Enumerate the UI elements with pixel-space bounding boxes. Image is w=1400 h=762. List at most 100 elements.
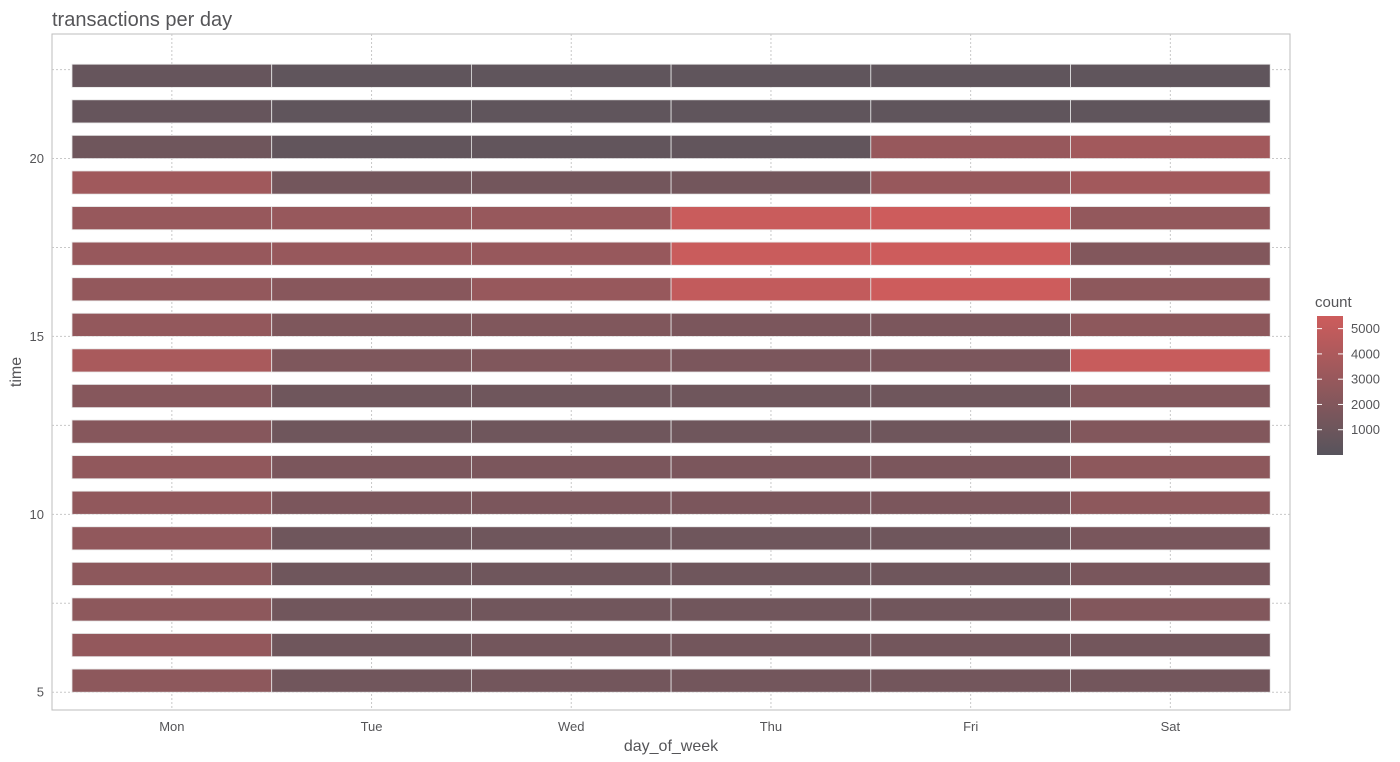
heatmap-tile xyxy=(470,348,672,373)
heatmap-tile xyxy=(470,312,672,337)
heatmap-tile xyxy=(71,134,273,159)
heatmap-tile xyxy=(1070,348,1271,373)
x-axis-ticks: Mon Tue Wed Thu Fri Sat xyxy=(159,719,1180,734)
heatmap-tile xyxy=(271,206,472,231)
heatmap-tile xyxy=(271,312,472,337)
heatmap-tile xyxy=(71,277,273,302)
x-tick-label: Thu xyxy=(760,719,782,734)
heatmap-tile xyxy=(71,99,273,124)
x-tick-label: Wed xyxy=(558,719,585,734)
heatmap-tile xyxy=(470,455,672,480)
heatmap-tile xyxy=(670,419,872,444)
heatmap-tile xyxy=(71,312,273,337)
heatmap-tile xyxy=(670,63,872,88)
heatmap-tile xyxy=(1070,277,1271,302)
heatmap-tile xyxy=(670,348,872,373)
heatmap-tile xyxy=(1070,170,1271,195)
heatmap-tile xyxy=(670,597,872,622)
heatmap-tiles xyxy=(71,63,1271,693)
heatmap-tile xyxy=(71,668,273,693)
heatmap-tile xyxy=(1070,134,1271,159)
heatmap-tile xyxy=(870,597,1071,622)
heatmap-tile xyxy=(1070,490,1271,515)
heatmap-tile xyxy=(271,455,472,480)
legend-colorbar xyxy=(1317,316,1343,455)
heatmap-tile xyxy=(870,277,1071,302)
heatmap-tile xyxy=(870,384,1071,408)
heatmap-tile xyxy=(470,668,672,693)
heatmap-tile xyxy=(470,63,672,88)
heatmap-tile xyxy=(271,384,472,408)
heatmap-tile xyxy=(870,134,1071,159)
heatmap-tile xyxy=(670,384,872,408)
heatmap-tile xyxy=(870,633,1071,658)
heatmap-tile xyxy=(1070,99,1271,124)
heatmap-tile xyxy=(1070,312,1271,337)
heatmap-tile xyxy=(470,384,672,408)
heatmap-tile xyxy=(71,63,273,88)
legend-tick-label: 5000 xyxy=(1351,321,1380,336)
legend-title: count xyxy=(1315,294,1353,311)
chart-title: transactions per day xyxy=(52,9,232,31)
heatmap-tile xyxy=(271,633,472,658)
y-axis-title: time xyxy=(8,357,25,387)
legend-tick-label: 4000 xyxy=(1351,346,1380,361)
heatmap-tile xyxy=(870,206,1071,231)
heatmap-tile xyxy=(670,668,872,693)
heatmap-tile xyxy=(870,455,1071,480)
heatmap-tile xyxy=(670,241,872,266)
heatmap-tile xyxy=(271,134,472,159)
heatmap-tile xyxy=(470,206,672,231)
heatmap-tile xyxy=(271,561,472,586)
heatmap-tile xyxy=(670,277,872,302)
heatmap-tile xyxy=(870,561,1071,586)
heatmap-tile xyxy=(271,170,472,195)
y-tick-label: 5 xyxy=(37,685,44,700)
heatmap-tile xyxy=(670,312,872,337)
heatmap-tile xyxy=(1070,597,1271,622)
heatmap-tile xyxy=(1070,455,1271,480)
heatmap-tile xyxy=(271,597,472,622)
heatmap-tile xyxy=(71,633,273,658)
heatmap-tile xyxy=(470,526,672,551)
heatmap-tile xyxy=(271,277,472,302)
heatmap-tile xyxy=(470,99,672,124)
heatmap-tile xyxy=(71,455,273,480)
heatmap-tile xyxy=(470,633,672,658)
legend-tick-label: 2000 xyxy=(1351,397,1380,412)
heatmap-tile xyxy=(670,490,872,515)
heatmap-tile xyxy=(870,668,1071,693)
heatmap-tile xyxy=(271,241,472,266)
x-tick-label: Mon xyxy=(159,719,184,734)
heatmap-tile xyxy=(71,561,273,586)
x-axis-title: day_of_week xyxy=(624,738,719,755)
heatmap-tile xyxy=(670,561,872,586)
heatmap-tile xyxy=(271,63,472,88)
heatmap-tile xyxy=(271,99,472,124)
heatmap-tile xyxy=(670,455,872,480)
heatmap-tile xyxy=(71,490,273,515)
heatmap-tile xyxy=(271,348,472,373)
heatmap-tile xyxy=(71,348,273,373)
heatmap-tile xyxy=(870,63,1071,88)
heatmap-tile xyxy=(470,170,672,195)
color-legend: count 1000 2000 3000 4000 5000 xyxy=(1315,294,1380,455)
heatmap-tile xyxy=(1070,633,1271,658)
legend-ticks: 1000 2000 3000 4000 5000 xyxy=(1317,321,1380,437)
x-tick-label: Tue xyxy=(361,719,383,734)
heatmap-tile xyxy=(470,277,672,302)
legend-tick-label: 3000 xyxy=(1351,372,1380,387)
heatmap-tile xyxy=(71,419,273,444)
heatmap-tile xyxy=(1070,561,1271,586)
heatmap-tile xyxy=(870,312,1071,337)
heatmap-tile xyxy=(670,206,872,231)
y-tick-label: 15 xyxy=(30,329,44,344)
heatmap-tile xyxy=(470,561,672,586)
heatmap-tile xyxy=(271,668,472,693)
heatmap-tile xyxy=(271,419,472,444)
x-tick-label: Sat xyxy=(1161,719,1181,734)
heatmap-tile xyxy=(1070,206,1271,231)
heatmap-tile xyxy=(470,134,672,159)
heatmap-tile xyxy=(271,526,472,551)
